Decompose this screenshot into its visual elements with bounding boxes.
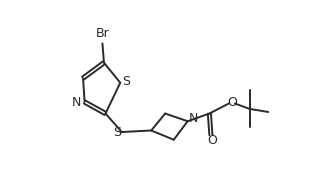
Text: O: O xyxy=(228,96,238,109)
Text: O: O xyxy=(207,134,217,147)
Text: Br: Br xyxy=(95,27,109,40)
Text: S: S xyxy=(113,126,121,139)
Text: N: N xyxy=(188,112,198,125)
Text: N: N xyxy=(72,96,81,109)
Text: S: S xyxy=(123,75,130,88)
